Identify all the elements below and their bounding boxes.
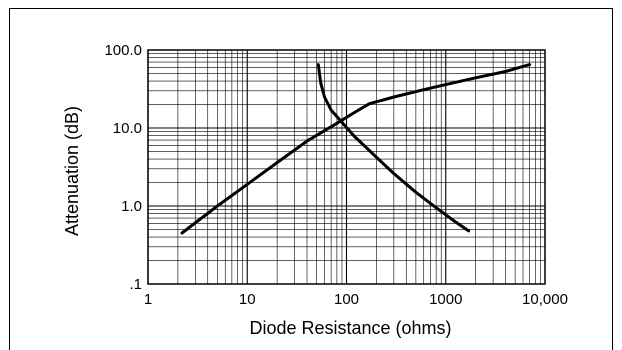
x-tick-label: 100 (334, 291, 359, 308)
x-tick-label: 1000 (429, 291, 462, 308)
y-tick-label: .1 (129, 276, 142, 293)
figure-frame (9, 8, 613, 350)
series-line-1 (180, 63, 532, 235)
tick-labels: 1 10 100 1000 10,000 100.0 10.0 1.0 .1 (104, 42, 567, 308)
y-axis-title: Attenuation (dB) (62, 106, 82, 236)
x-axis-title: Diode Resistance (ohms) (249, 318, 451, 338)
x-tick-label: 1 (144, 291, 152, 308)
y-tick-label: 10.0 (113, 120, 142, 137)
y-tick-label: 1.0 (121, 198, 142, 215)
y-tick-label: 100.0 (104, 42, 142, 59)
x-tick-label: 10,000 (522, 291, 568, 308)
series-line-2 (316, 63, 471, 233)
series-layer (180, 63, 532, 235)
x-tick-label: 10 (239, 291, 256, 308)
chart-grid (147, 50, 545, 285)
plot-border (147, 49, 546, 285)
